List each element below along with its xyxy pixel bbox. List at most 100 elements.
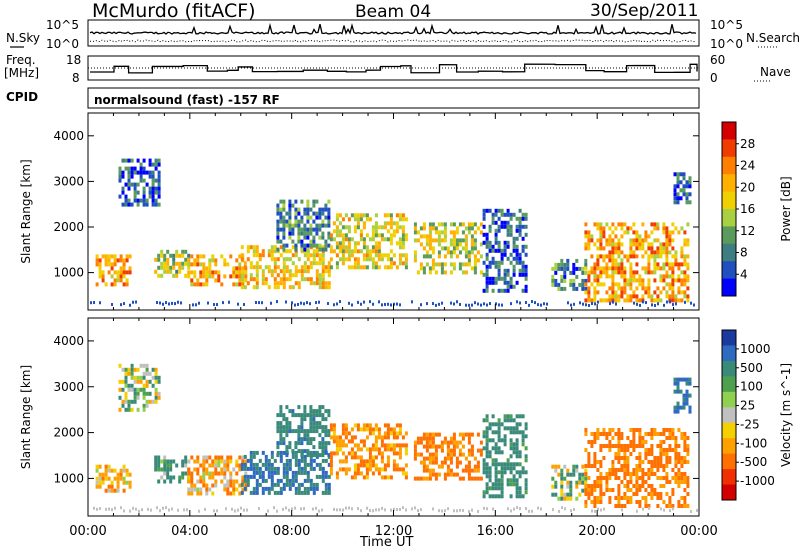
heatmap-cell	[389, 427, 393, 432]
heatmap-cell	[497, 208, 501, 213]
heatmap-cell	[455, 226, 459, 231]
heatmap-cell	[686, 254, 690, 259]
heatmap-cell	[557, 282, 561, 287]
heatmap-cell	[324, 281, 328, 286]
heatmap-cell	[124, 202, 128, 207]
heatmap-cell	[261, 490, 265, 495]
heatmap-cell	[196, 459, 200, 464]
heatmap-cell	[563, 266, 567, 271]
heatmap-cell	[315, 462, 319, 467]
heatmap-cell	[124, 367, 128, 372]
heatmap-cell	[315, 243, 319, 248]
heatmap-cell	[485, 268, 489, 273]
heatmap-cell	[347, 439, 351, 444]
heatmap-cell	[461, 476, 465, 481]
heatmap-cell	[515, 260, 519, 265]
ground-scatter-cell	[435, 303, 437, 307]
heatmap-cell	[353, 225, 357, 230]
heatmap-cell	[431, 258, 435, 263]
heatmap-cell	[163, 463, 167, 468]
ground-scatter-cell	[111, 508, 113, 512]
ground-scatter-cell	[396, 508, 398, 512]
heatmap-cell	[497, 446, 501, 451]
heatmap-cell	[512, 272, 516, 277]
heatmap-cell	[596, 246, 600, 251]
heatmap-cell	[136, 391, 140, 396]
heatmap-cell	[312, 409, 316, 414]
heatmap-cell	[428, 230, 432, 235]
heatmap-cell	[494, 240, 498, 245]
heatmap-cell	[620, 286, 624, 291]
heatmap-cell	[329, 237, 333, 242]
heatmap-cell	[163, 261, 167, 266]
heatmap-cell	[647, 270, 651, 275]
heatmap-cell	[653, 258, 657, 263]
heatmap-cell	[503, 426, 507, 431]
heatmap-cell	[644, 432, 648, 436]
heatmap-cell	[497, 260, 501, 265]
heatmap-cell	[163, 257, 167, 262]
heatmap-cell	[383, 225, 387, 230]
ground-scatter-cell	[444, 509, 446, 513]
heatmap-cell	[160, 261, 164, 266]
heatmap-cell	[104, 472, 108, 477]
heatmap-cell	[683, 500, 687, 504]
heatmap-cell	[321, 277, 325, 282]
heatmap-cell	[641, 266, 645, 271]
heatmap-cell	[214, 483, 218, 488]
heatmap-cell	[300, 243, 304, 248]
heatmap-cell	[515, 252, 519, 257]
heatmap-cell	[515, 248, 519, 253]
heatmap-cell	[395, 265, 399, 270]
ground-scatter-cell	[579, 301, 581, 305]
heatmap-cell	[392, 443, 396, 448]
heatmap-cell	[515, 494, 519, 499]
heatmap-cell	[608, 432, 612, 436]
heatmap-cell	[620, 436, 624, 440]
heatmap-cell	[267, 249, 271, 254]
heatmap-cell	[413, 250, 417, 255]
heatmap-cell	[151, 190, 155, 195]
heatmap-cell	[491, 248, 495, 253]
heatmap-cell	[163, 467, 167, 472]
heatmap-cell	[680, 460, 684, 464]
heatmap-cell	[659, 448, 663, 452]
heatmap-cell	[488, 426, 492, 431]
x-tick-label: 00:00	[680, 524, 717, 539]
heatmap-cell	[395, 423, 399, 428]
ground-scatter-cell	[543, 302, 545, 306]
heatmap-cell	[172, 261, 176, 266]
heatmap-cell	[626, 464, 630, 468]
heatmap-cell	[686, 294, 690, 299]
heatmap-cell	[327, 409, 331, 414]
heatmap-cell	[662, 476, 666, 480]
velocity-region	[584, 428, 690, 508]
heatmap-cell	[632, 274, 636, 279]
heatmap-cell	[518, 228, 522, 233]
heatmap-cell	[551, 484, 555, 489]
ground-scatter-cell	[357, 507, 359, 511]
heatmap-cell	[300, 239, 304, 244]
heatmap-cell	[353, 443, 357, 448]
heatmap-cell	[154, 459, 158, 464]
heatmap-cell	[359, 229, 363, 234]
ground-scatter-cell	[654, 303, 656, 307]
heatmap-cell	[172, 253, 176, 258]
heatmap-cell	[118, 170, 122, 175]
heatmap-cell	[623, 270, 627, 275]
heatmap-cell	[303, 405, 307, 410]
heatmap-cell	[665, 448, 669, 452]
heatmap-cell	[329, 467, 333, 472]
heatmap-cell	[629, 428, 633, 432]
heatmap-cell	[557, 496, 561, 501]
heatmap-cell	[626, 230, 630, 235]
heatmap-cell	[300, 199, 304, 204]
heatmap-cell	[223, 459, 227, 464]
heatmap-cell	[443, 222, 447, 227]
heatmap-cell	[608, 440, 612, 444]
heatmap-cell	[226, 459, 230, 464]
heatmap-cell	[398, 431, 402, 436]
heatmap-cell	[229, 254, 233, 259]
heatmap-cell	[380, 459, 384, 464]
heatmap-cell	[626, 444, 630, 448]
